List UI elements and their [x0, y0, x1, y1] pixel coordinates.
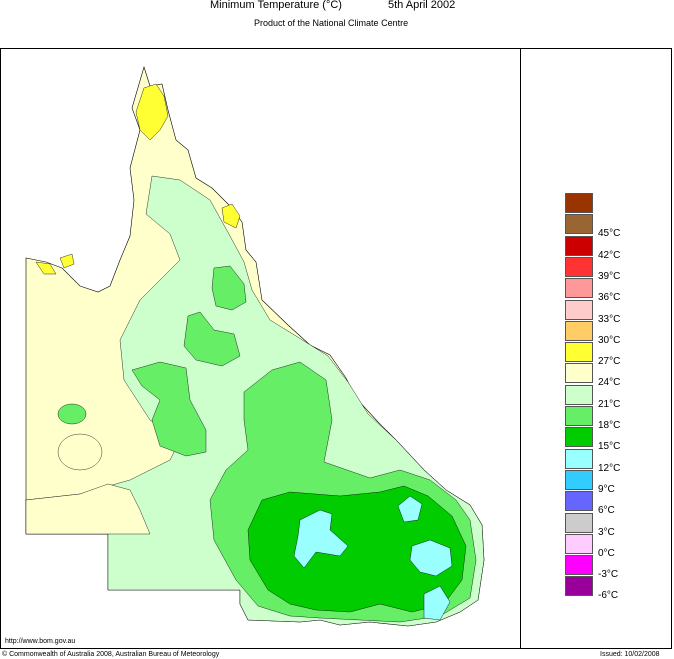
legend-label: 12°C — [598, 462, 621, 474]
band-27-east — [221, 203, 241, 229]
band-27-gulf2 — [59, 253, 75, 269]
legend-swatch — [565, 448, 593, 469]
legend-label: 6°C — [598, 505, 615, 517]
legend-divider — [520, 48, 521, 649]
legend-label: 24°C — [598, 377, 621, 389]
band-18-central — [131, 361, 207, 457]
band-27-cape — [135, 83, 169, 141]
band-12-west — [293, 509, 349, 569]
legend-label: 0°C — [598, 547, 615, 559]
legend-swatch — [565, 193, 593, 213]
legend-swatch — [565, 555, 593, 576]
queensland-map — [25, 65, 485, 627]
map-title: Minimum Temperature (°C) — [210, 0, 342, 11]
legend-swatch — [565, 576, 593, 597]
band-12-ne — [397, 495, 423, 523]
legend-label: 3°C — [598, 526, 615, 538]
legend-swatch — [565, 491, 593, 512]
legend-swatch — [565, 299, 593, 320]
legend-label: 45°C — [598, 228, 621, 240]
legend-swatch — [565, 342, 593, 363]
legend-label: -3°C — [598, 569, 619, 581]
legend-label: 36°C — [598, 292, 621, 304]
legend-swatch — [565, 384, 593, 405]
legend-swatch — [565, 235, 593, 256]
band-18-ne — [211, 265, 247, 311]
legend-swatch — [565, 278, 593, 299]
map-date: 5th April 2002 — [388, 0, 456, 11]
legend-label: 39°C — [598, 270, 621, 282]
band-12-east — [409, 539, 453, 577]
legend-label: 18°C — [598, 420, 621, 431]
source-url[interactable]: http://www.bom.gov.au — [5, 638, 76, 645]
legend-swatch — [565, 406, 593, 426]
band-27-gulf — [35, 261, 57, 275]
legend-swatch — [565, 363, 593, 384]
legend-swatch — [565, 320, 593, 341]
legend-swatch — [565, 427, 593, 448]
band-24-pocket — [57, 433, 103, 471]
legend-label: 21°C — [598, 398, 621, 410]
band-18-small — [57, 403, 87, 425]
band-24-west — [25, 483, 151, 535]
legend-swatch — [565, 256, 593, 277]
issued-date: Issued: 10/02/2008 — [600, 651, 660, 658]
band-18-north — [183, 311, 241, 367]
legend-swatch — [565, 469, 593, 490]
legend-label: 33°C — [598, 313, 621, 325]
map-subtitle: Product of the National Climate Centre — [254, 18, 409, 28]
legend-swatch — [565, 214, 593, 235]
band-12-se — [423, 585, 451, 621]
legend-swatch — [565, 533, 593, 554]
legend-label: 30°C — [598, 334, 621, 346]
map-frame — [0, 48, 672, 649]
legend-label: 9°C — [598, 483, 615, 495]
legend-label: 27°C — [598, 356, 621, 368]
legend-label: 42°C — [598, 249, 621, 261]
legend-label: -6°C — [598, 590, 619, 602]
legend-swatch — [565, 512, 593, 533]
copyright-notice: © Commonwealth of Australia 2008, Austra… — [2, 651, 220, 658]
legend-label: 15°C — [598, 441, 621, 453]
